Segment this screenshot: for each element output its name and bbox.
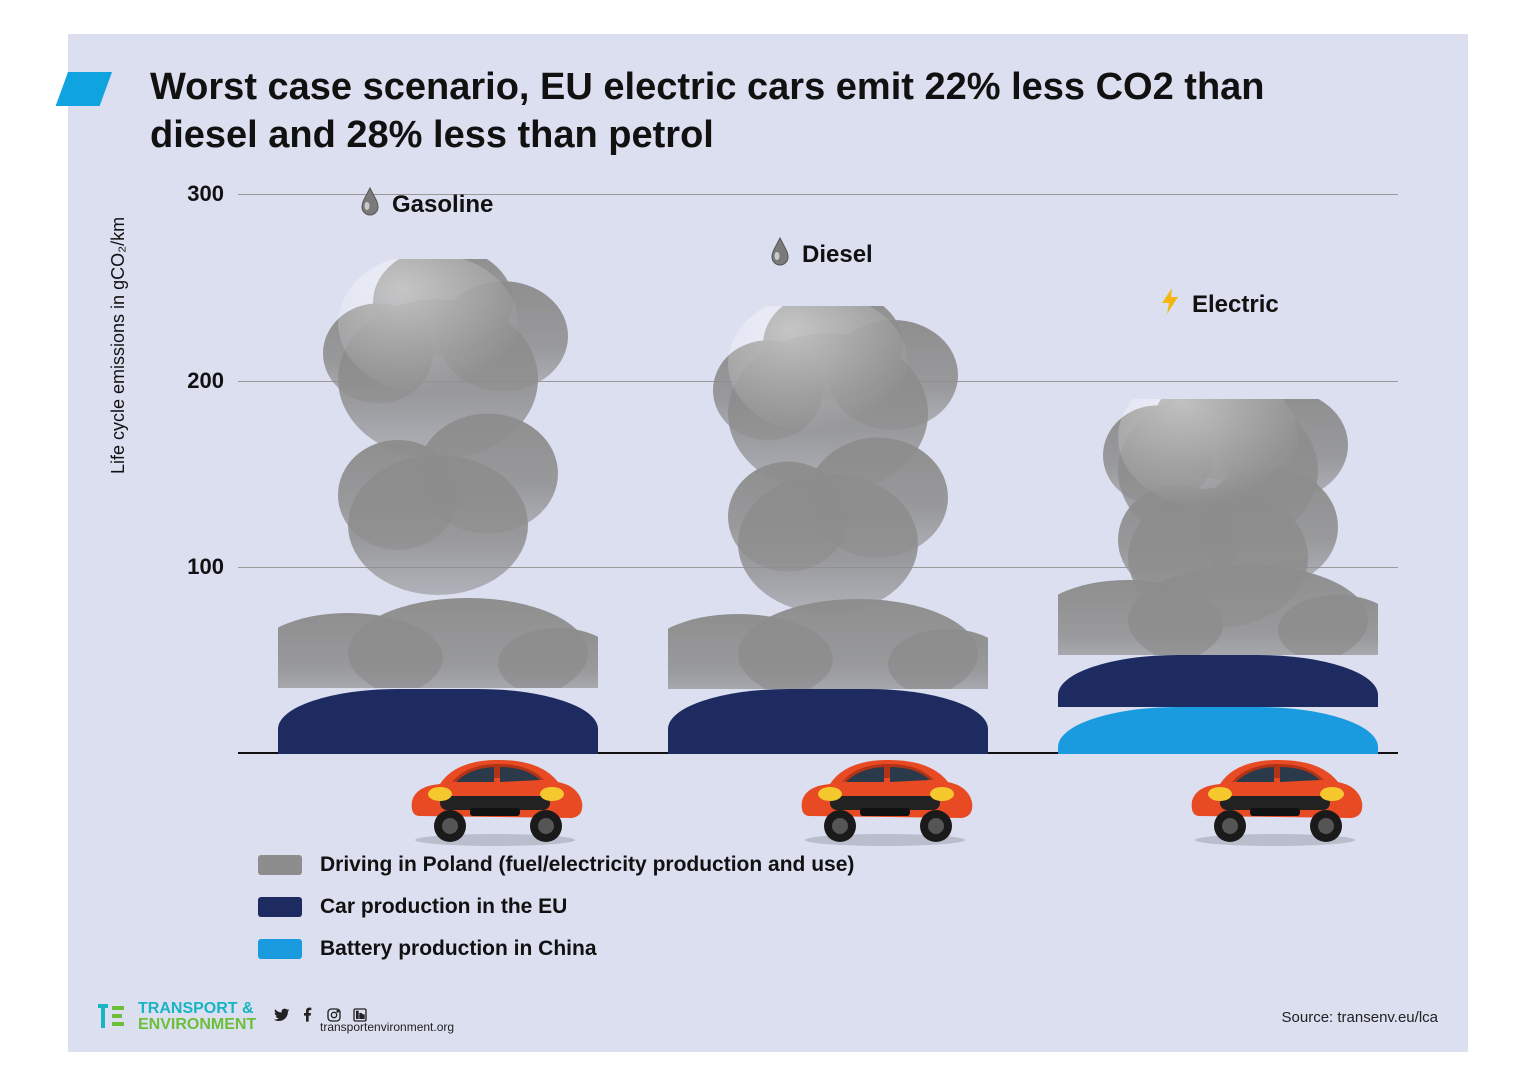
series-label-text: Electric — [1192, 291, 1279, 319]
y-axis-label: Life cycle emissions in gCO₂/km — [108, 217, 129, 474]
series-label-text: Gasoline — [392, 191, 493, 219]
twitter-icon — [274, 1007, 290, 1028]
drop-icon — [358, 186, 382, 223]
site-url: transportenvironment.org — [320, 1020, 454, 1034]
accent-tab — [56, 72, 112, 106]
legend-item-car_prod: Car production in the EU — [258, 886, 854, 928]
legend-item-battery: Battery production in China — [258, 928, 854, 970]
legend-label: Car production in the EU — [320, 895, 567, 919]
y-tick-label: 300 — [187, 181, 224, 207]
drop-icon — [768, 236, 792, 273]
legend-item-driving: Driving in Poland (fuel/electricity prod… — [258, 844, 854, 886]
brand-line1: TRANSPORT & — [138, 1001, 256, 1017]
segment-car_prod — [1058, 655, 1378, 707]
legend-swatch — [258, 855, 302, 875]
y-tick-label: 100 — [187, 554, 224, 580]
emissions-chart: Life cycle emissions in gCO₂/km 10020030… — [168, 194, 1408, 824]
series-label-diesel: Diesel — [768, 236, 873, 273]
segment-driving — [278, 259, 598, 688]
segment-car_prod — [668, 689, 988, 754]
plot-area: 100200300 — [238, 194, 1398, 754]
car-icon — [400, 746, 590, 846]
legend-label: Battery production in China — [320, 937, 597, 961]
facebook-icon — [300, 1007, 316, 1028]
source-label: Source: transenv.eu/lca — [1282, 1009, 1438, 1026]
brand-logo-icon — [98, 1000, 128, 1034]
series-label-gasoline: Gasoline — [358, 186, 493, 223]
legend-swatch — [258, 939, 302, 959]
car-icon — [1180, 746, 1370, 846]
brand-wordmark: TRANSPORT & ENVIRONMENT — [138, 1001, 256, 1033]
legend-label: Driving in Poland (fuel/electricity prod… — [320, 853, 854, 877]
segment-car_prod — [278, 689, 598, 754]
series-label-text: Diesel — [802, 241, 873, 269]
segment-driving — [668, 306, 988, 689]
y-tick-label: 200 — [187, 368, 224, 394]
segment-driving — [1058, 399, 1378, 655]
legend: Driving in Poland (fuel/electricity prod… — [258, 844, 854, 970]
series-label-electric: Electric — [1158, 286, 1279, 323]
page-title: Worst case scenario, EU electric cars em… — [150, 64, 1350, 159]
bolt-icon — [1158, 286, 1182, 323]
brand-line2: ENVIRONMENT — [138, 1017, 256, 1033]
legend-swatch — [258, 897, 302, 917]
car-icon — [790, 746, 980, 846]
